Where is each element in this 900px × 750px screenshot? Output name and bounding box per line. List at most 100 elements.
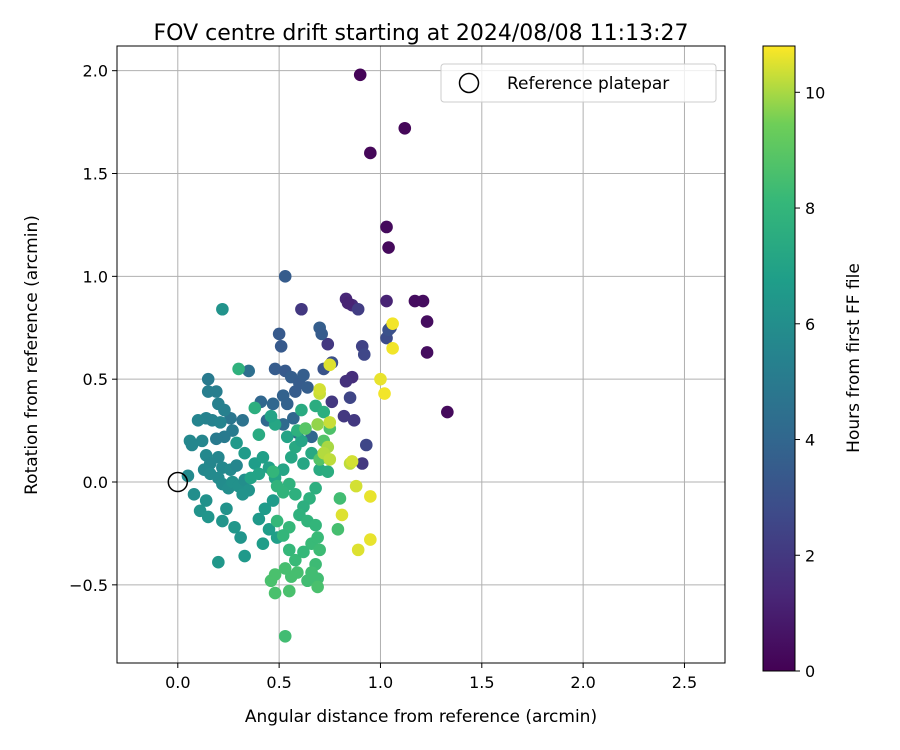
data-point-27 — [359, 438, 373, 452]
y-tick-label-5: 2.0 — [83, 62, 108, 81]
legend-marker-icon — [458, 72, 480, 94]
data-point-109 — [256, 451, 270, 464]
data-point-16 — [339, 374, 353, 388]
data-point-116 — [297, 457, 310, 470]
x-tick-label-0: 0.0 — [165, 673, 190, 692]
colorbar-tick-label-3: 6 — [805, 315, 815, 334]
data-point-124 — [248, 401, 262, 415]
data-point-23 — [355, 457, 369, 470]
data-point-96 — [234, 531, 247, 544]
data-point-59 — [210, 432, 223, 446]
data-point-26 — [343, 391, 357, 404]
data-point-165 — [333, 492, 347, 505]
data-point-182 — [335, 508, 349, 522]
data-point-4 — [382, 241, 395, 254]
colorbar: 0 2 4 6 8 10 Hours from first FF file — [762, 45, 864, 681]
data-point-47 — [266, 397, 280, 411]
legend: Reference platepar — [440, 63, 717, 103]
data-point-9 — [416, 294, 430, 308]
data-point-22 — [347, 414, 361, 427]
legend-box — [440, 63, 717, 103]
data-point-125 — [232, 362, 245, 376]
data-point-2 — [364, 146, 377, 160]
data-point-38 — [268, 362, 282, 376]
data-point-20 — [325, 395, 339, 409]
data-point-123 — [252, 428, 266, 442]
x-tick-label-4: 2.0 — [570, 673, 595, 692]
data-point-34 — [272, 327, 286, 341]
data-point-112 — [244, 471, 258, 485]
data-point-68 — [214, 416, 227, 429]
data-point-33 — [278, 270, 292, 283]
chart-title: FOV centre drift starting at 2024/08/08 … — [154, 21, 689, 46]
data-point-187 — [378, 387, 391, 400]
x-tick-label-3: 1.5 — [469, 673, 494, 692]
colorbar-tick-label-2: 4 — [805, 431, 815, 450]
y-tick-label-3: 1.0 — [83, 267, 108, 286]
colorbar-tick-label-4: 8 — [805, 199, 815, 218]
data-point-122 — [264, 409, 278, 423]
data-point-178 — [323, 358, 337, 372]
data-point-151 — [313, 543, 326, 557]
data-point-148 — [297, 545, 310, 559]
colorbar-tick-label-0: 0 — [805, 662, 815, 681]
y-axis-ticks: −0.5 0.0 0.5 1.0 1.5 2.0 — [69, 62, 117, 595]
data-point-174 — [323, 453, 337, 466]
colorbar-tick-label-5: 10 — [805, 83, 825, 102]
data-point-5 — [441, 405, 454, 419]
data-point-92 — [201, 510, 215, 524]
x-axis-label: Angular distance from reference (arcmin) — [245, 707, 597, 727]
data-point-6 — [420, 315, 434, 328]
reference-platepar-marker — [167, 471, 189, 493]
data-point-101 — [266, 494, 280, 507]
x-axis-ticks: 0.0 0.5 1.0 1.5 2.0 2.5 — [165, 663, 697, 692]
data-point-1 — [398, 121, 412, 135]
data-point-21 — [337, 409, 351, 423]
data-point-42 — [297, 368, 310, 382]
data-point-89 — [187, 488, 201, 501]
data-point-139 — [266, 465, 280, 479]
data-point-17 — [351, 302, 365, 316]
data-point-81 — [181, 469, 195, 483]
data-point-183 — [351, 543, 365, 557]
data-point-142 — [309, 518, 322, 532]
data-point-150 — [311, 531, 324, 544]
data-point-105 — [216, 302, 229, 316]
data-point-77 — [230, 459, 243, 472]
data-point-114 — [276, 463, 290, 476]
data-point-147 — [289, 553, 302, 567]
data-point-175 — [323, 416, 337, 429]
data-point-7 — [420, 346, 434, 359]
data-point-93 — [220, 502, 233, 516]
colorbar-gradient — [762, 45, 796, 672]
data-point-98 — [238, 549, 251, 563]
data-point-62 — [210, 385, 223, 398]
data-point-145 — [270, 514, 284, 528]
data-point-88 — [236, 488, 249, 501]
data-point-0 — [353, 68, 367, 82]
data-point-69 — [195, 434, 209, 448]
data-point-119 — [295, 434, 308, 448]
data-point-35 — [274, 339, 288, 353]
data-point-186 — [374, 372, 387, 386]
data-point-25 — [357, 348, 371, 361]
y-tick-label-2: 0.5 — [83, 370, 108, 389]
y-tick-label-0: −0.5 — [69, 576, 108, 595]
data-point-107 — [238, 446, 251, 460]
colorbar-ticks: 0 2 4 6 8 10 — [795, 83, 825, 681]
data-point-115 — [284, 451, 298, 464]
grid — [117, 46, 725, 663]
data-point-66 — [191, 414, 205, 427]
data-point-106 — [230, 436, 243, 450]
data-point-184 — [364, 533, 377, 546]
data-point-131 — [321, 465, 335, 479]
data-point-64 — [218, 403, 231, 417]
data-point-50 — [287, 411, 300, 425]
data-point-43 — [301, 381, 314, 394]
data-point-90 — [199, 494, 213, 507]
data-point-161 — [268, 586, 282, 600]
data-point-60 — [201, 372, 215, 386]
data-point-160 — [264, 574, 278, 588]
data-point-71 — [185, 438, 199, 452]
data-point-170 — [299, 422, 312, 435]
